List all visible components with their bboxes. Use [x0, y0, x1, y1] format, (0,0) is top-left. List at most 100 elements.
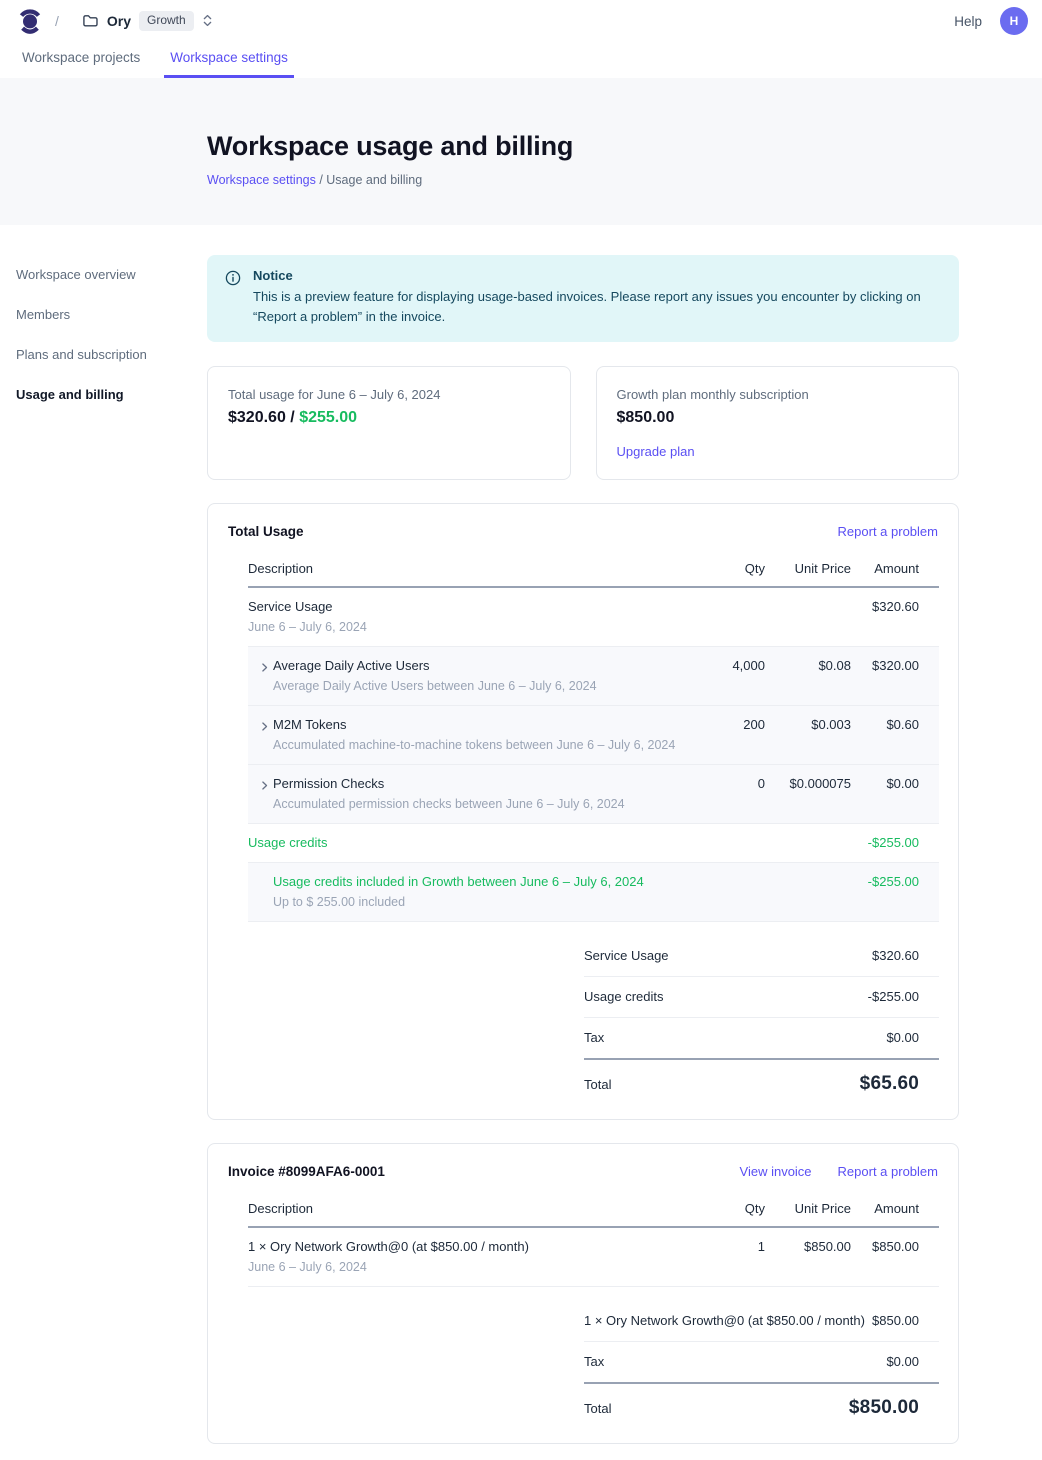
row-unit-price: $0.000075 — [789, 776, 851, 792]
report-problem-link-invoice[interactable]: Report a problem — [837, 1164, 938, 1180]
row-title: Service Usage — [248, 599, 333, 615]
usage-amount: $320.60 — [228, 409, 286, 427]
sidebar-item-plans-subscription[interactable]: Plans and subscription — [16, 347, 147, 362]
row-qty — [701, 598, 765, 599]
row-unit-price — [765, 834, 851, 835]
row-qty: 0 — [757, 776, 765, 792]
row-qty: 200 — [743, 717, 765, 733]
breadcrumb-slash: / — [55, 13, 59, 29]
sidebar-item-usage-billing[interactable]: Usage and billing — [16, 387, 124, 402]
table-row-permission-checks[interactable]: Permission Checks Accumulated permission… — [248, 765, 939, 825]
row-title: Permission Checks — [273, 776, 385, 792]
total-usage-table-card: Total Usage Report a problem Description… — [207, 503, 959, 1121]
col-unit-price: Unit Price — [794, 1201, 851, 1217]
row-title: 1 × Ory Network Growth@0 (at $850.00 / m… — [248, 1239, 529, 1255]
col-description: Description — [248, 561, 314, 577]
plan-badge: Growth — [139, 11, 194, 31]
row-amount: -$255.00 — [867, 874, 919, 890]
invoice-card: Invoice #8099AFA6-0001 View invoice Repo… — [207, 1143, 959, 1445]
summary-value: $320.60 — [872, 948, 919, 964]
row-subtitle: Average Daily Active Users between June … — [273, 679, 597, 694]
usage-separator: / — [285, 409, 300, 427]
row-amount: $850.00 — [872, 1239, 919, 1255]
upgrade-plan-link[interactable]: Upgrade plan — [616, 444, 695, 460]
col-qty: Qty — [744, 1201, 765, 1217]
summary-row-subscription: 1 × Ory Network Growth@0 (at $850.00 / m… — [584, 1301, 939, 1343]
row-qty — [701, 834, 765, 835]
notice-title: Notice — [253, 268, 293, 283]
breadcrumb-current: / Usage and billing — [315, 173, 423, 187]
usage-table-header: Description Qty Unit Price Amount — [248, 552, 939, 589]
summary-value: $850.00 — [872, 1313, 919, 1329]
summary-row-service-usage: Service Usage $320.60 — [584, 936, 939, 978]
row-title: Usage credits — [248, 835, 328, 851]
col-amount: Amount — [874, 1201, 919, 1217]
total-value: $65.60 — [859, 1073, 919, 1095]
summary-value: $0.00 — [886, 1354, 919, 1370]
row-unit-price: $0.08 — [818, 658, 851, 674]
row-title: Usage credits included in Growth between… — [273, 874, 644, 890]
row-subtitle: Accumulated permission checks between Ju… — [273, 797, 625, 812]
report-problem-link-usage[interactable]: Report a problem — [837, 524, 938, 540]
total-label: Total — [584, 1076, 612, 1092]
breadcrumb: Workspace settings / Usage and billing — [207, 173, 1042, 187]
breadcrumb-link-workspace-settings[interactable]: Workspace settings — [207, 173, 316, 187]
chevron-right-icon — [262, 781, 268, 790]
row-amount: $0.00 — [886, 776, 919, 792]
usage-credit-amount: $255.00 — [299, 409, 358, 427]
table-row-service-usage: Service Usage June 6 – July 6, 2024 $320… — [248, 588, 939, 648]
chevron-right-icon — [262, 663, 268, 672]
expand-row-button[interactable] — [248, 716, 273, 737]
view-invoice-link[interactable]: View invoice — [739, 1164, 812, 1180]
col-qty: Qty — [744, 561, 765, 577]
workspace-switcher[interactable]: Ory Growth — [82, 11, 213, 31]
usage-table: Description Qty Unit Price Amount Servic… — [248, 552, 939, 923]
col-unit-price: Unit Price — [794, 561, 851, 577]
folder-icon — [83, 15, 98, 27]
summary-row-total: Total $850.00 — [584, 1382, 939, 1425]
table-row-average-daily-active-users[interactable]: Average Daily Active Users Average Daily… — [248, 647, 939, 707]
summary-label: Tax — [584, 1354, 605, 1370]
settings-sidebar: Workspace overview Members Plans and sub… — [0, 225, 207, 1460]
row-qty: 1 — [757, 1239, 765, 1255]
expand-row-button[interactable] — [248, 775, 273, 796]
expand-row-button[interactable] — [248, 657, 273, 678]
row-subtitle: Up to $ 255.00 included — [273, 895, 406, 910]
row-subtitle: June 6 – July 6, 2024 — [248, 620, 367, 635]
summary-label: Tax — [584, 1030, 605, 1046]
ory-logo-icon — [19, 9, 41, 34]
total-usage-card: Total usage for June 6 – July 6, 2024 $3… — [207, 366, 571, 481]
summary-value: $0.00 — [886, 1030, 919, 1046]
table-row-usage-credits: Usage credits -$255.00 — [248, 824, 939, 864]
table-row-growth-subscription: 1 × Ory Network Growth@0 (at $850.00 / m… — [248, 1228, 939, 1288]
total-usage-label: Total usage for June 6 – July 6, 2024 — [228, 387, 441, 403]
sidebar-item-members[interactable]: Members — [16, 307, 71, 322]
row-qty: 4,000 — [732, 658, 765, 674]
invoice-title: Invoice #8099AFA6-0001 — [228, 1164, 385, 1180]
tab-workspace-projects[interactable]: Workspace projects — [22, 50, 141, 65]
summary-row-tax: Tax $0.00 — [584, 1342, 939, 1382]
tab-workspace-settings[interactable]: Workspace settings — [164, 42, 294, 78]
tab-bar: Workspace projects Workspace settings — [0, 42, 1042, 78]
row-amount: $0.60 — [886, 717, 919, 733]
avatar[interactable]: H — [1000, 7, 1028, 35]
usage-table-title: Total Usage — [228, 524, 304, 540]
subscription-label: Growth plan monthly subscription — [616, 387, 809, 403]
row-unit-price — [765, 598, 851, 599]
ory-logo[interactable] — [16, 7, 44, 35]
total-label: Total — [584, 1400, 612, 1416]
summary-row-tax: Tax $0.00 — [584, 1018, 939, 1058]
row-subtitle: Accumulated machine-to-machine tokens be… — [273, 738, 676, 753]
subscription-card: Growth plan monthly subscription $850.00… — [595, 366, 959, 481]
top-bar: / Ory Growth Help H — [0, 0, 1042, 42]
table-row-m2m-tokens[interactable]: M2M Tokens Accumulated machine-to-machin… — [248, 706, 939, 766]
page-title: Workspace usage and billing — [207, 131, 574, 161]
page-header: Workspace usage and billing Workspace se… — [0, 78, 1042, 225]
preview-notice: Notice This is a preview feature for dis… — [207, 255, 959, 343]
chevron-right-icon — [262, 722, 268, 731]
help-link[interactable]: Help — [954, 13, 982, 29]
invoice-table: Description Qty Unit Price Amount 1 × Or… — [248, 1192, 939, 1288]
sidebar-item-workspace-overview[interactable]: Workspace overview — [16, 267, 136, 282]
total-value: $850.00 — [848, 1397, 919, 1419]
row-qty — [701, 873, 765, 874]
